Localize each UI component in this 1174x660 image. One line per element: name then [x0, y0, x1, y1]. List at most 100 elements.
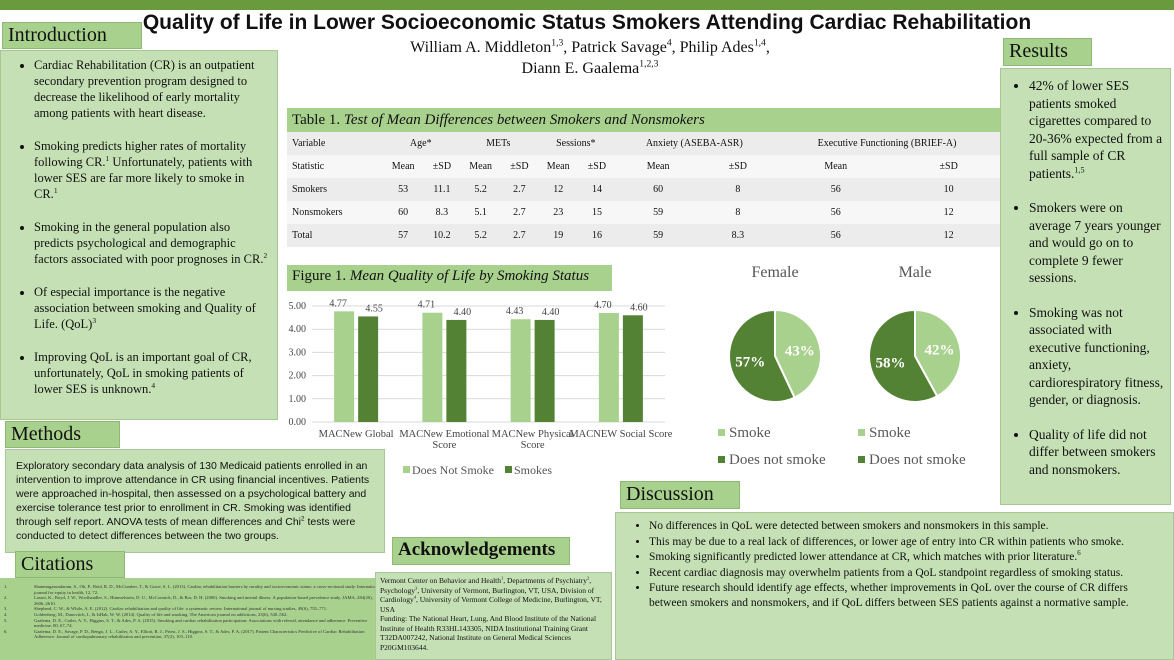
bar — [446, 319, 467, 422]
superscript: 4 — [413, 594, 416, 600]
citation-text: Goldenberg, M., Danovitch, I., & IsHak, … — [34, 611, 288, 617]
header-cell: Anxiety (ASEBA-ASR) — [614, 132, 775, 155]
table-cell: 8 — [701, 178, 775, 201]
superscript: 2 — [587, 575, 590, 581]
table-cell: 57 — [382, 224, 425, 247]
text-run: Smokers were on average 7 years younger … — [1029, 200, 1161, 285]
superscript: 2 — [301, 515, 305, 523]
table-row: Nonsmokers 60 8.3 5.1 2.7 23 15 59 8 56 12 — [287, 201, 1000, 224]
table-cell: 15 — [579, 201, 615, 224]
y-tick-label: 1.00 — [289, 394, 307, 405]
bullet: Smokers were on average 7 years younger … — [1029, 199, 1164, 287]
citation-number: 2. — [4, 595, 8, 601]
bullet: 42% of lower SES patients smoked cigaret… — [1029, 77, 1164, 182]
citation-text: Gaalema, D. E., Cutler, A. Y., Higgins, … — [34, 617, 368, 629]
header-cell: ±SD — [424, 155, 460, 178]
value-label: 4.71 — [418, 300, 436, 311]
citation-number: 4. — [4, 611, 8, 617]
table-cell: 56 — [774, 178, 898, 201]
text-run: tests were conducted to detect differenc… — [16, 516, 356, 542]
header-cell: Mean — [614, 155, 702, 178]
table-cell: 16 — [579, 224, 615, 247]
text-run: William A. Middleton — [410, 39, 552, 56]
slice-label: 43% — [785, 343, 815, 359]
citation-text: Shepherd, C. W., & While, A. E. (2012). … — [34, 606, 328, 612]
table-container: Table 1. Test of Mean Differences betwee… — [287, 108, 1000, 247]
bullet: Cardiac Rehabilitation (CR) is an outpat… — [34, 57, 271, 121]
bar — [358, 316, 379, 422]
text-run: 42% of lower SES patients smoked cigaret… — [1029, 78, 1163, 181]
pie-title: Female — [751, 264, 798, 281]
superscript: 1 — [105, 153, 110, 163]
header-cell: Executive Functioning (BRIEF-A) — [774, 132, 1000, 155]
legend-label: Smokes — [514, 463, 552, 477]
header-cell: ±SD — [501, 155, 538, 178]
value-label: 4.40 — [542, 307, 560, 318]
superscript: 1 — [501, 575, 504, 581]
y-tick-label: 3.00 — [289, 347, 307, 358]
x-tick-label: MACNew Physical Score — [491, 429, 574, 451]
text-run: , — [765, 39, 770, 56]
superscript: 1,3 — [551, 37, 564, 49]
citation: 5. Gaalema, D. E., Cutler, A. Y., Higgins… — [4, 618, 381, 629]
results-box: 42% of lower SES patients smoked cigaret… — [1000, 68, 1171, 505]
table-cell: 59 — [614, 224, 702, 247]
introduction-box: Cardiac Rehabilitation (CR) is an outpat… — [0, 50, 278, 420]
table-cell: 5.2 — [459, 178, 502, 201]
y-tick-label: 2.00 — [289, 371, 307, 382]
bar — [510, 319, 531, 422]
table-cell: 5.2 — [459, 224, 502, 247]
legend-swatch — [858, 429, 865, 436]
header-cell: Statistic — [287, 155, 382, 178]
legend-swatch — [718, 456, 725, 463]
bar — [422, 312, 443, 422]
pie-slice — [774, 308, 822, 399]
table-cell: 10 — [897, 178, 1000, 201]
bar — [334, 311, 355, 422]
superscript: 1 — [53, 185, 58, 195]
table-cell: 14 — [579, 178, 615, 201]
x-tick-label: MACNEW Social Score — [569, 429, 673, 440]
citations-box: 1. Shanmugasundaram, S., Oh, P., Reid, R.… — [0, 578, 385, 660]
data-table: Table 1. Test of Mean Differences betwee… — [287, 108, 1000, 247]
text-run: Recent cardiac diagnosis may overwhelm p… — [649, 566, 1124, 579]
affiliations: Vermont Center on Behavior and Health1, … — [380, 576, 607, 614]
text-run: , Philip Ades — [671, 39, 754, 56]
bullet: This may be due to a real lack of differ… — [649, 535, 1165, 550]
bullet: Recent cardiac diagnosis may overwhelm p… — [649, 566, 1165, 581]
pie-title: Male — [899, 264, 932, 281]
table-cell: Nonsmokers — [287, 201, 382, 224]
text-run: Future research should identify age effe… — [649, 582, 1129, 609]
bullet-list: No differences in QoL were detected betw… — [616, 519, 1165, 610]
text-run: Quality of life did not differ between s… — [1029, 426, 1156, 477]
poster-title: Quality of Life in Lower Socioeconomic S… — [142, 11, 1032, 34]
bar — [598, 312, 619, 422]
x-tick-label: MACNew Emotional Score — [399, 429, 490, 451]
legend-swatch — [403, 466, 410, 473]
bullet: Smoking was not associated with executiv… — [1029, 304, 1164, 409]
table-cell: 59 — [614, 201, 702, 224]
text-run: , University of Vermont, Burlington, VT,… — [380, 585, 595, 605]
section-heading: Discussion — [620, 481, 740, 509]
legend-swatch — [858, 456, 865, 463]
bullet: Quality of life did not differ between s… — [1029, 426, 1164, 479]
table-cell: 8 — [701, 201, 775, 224]
bullet: Smoking in the general population also p… — [34, 219, 271, 267]
table-cell: 10.2 — [424, 224, 460, 247]
table-cell: 60 — [382, 201, 425, 224]
figure-title: Mean Quality of Life by Smoking Status — [349, 268, 590, 284]
header-cell: ±SD — [701, 155, 775, 178]
table-title: Test of Mean Differences between Smokers… — [343, 111, 705, 128]
bar — [622, 315, 643, 422]
text-run: This may be due to a real lack of differ… — [649, 535, 1124, 548]
table-cell: 2.7 — [501, 178, 538, 201]
table-caption-row: Table 1. Test of Mean Differences betwee… — [287, 108, 1000, 132]
value-label: 4.43 — [506, 306, 524, 317]
legend-swatch — [718, 429, 725, 436]
superscript: 6 — [1077, 550, 1081, 558]
citation-number: 6. — [4, 628, 8, 634]
table-cell: 2.7 — [501, 201, 538, 224]
text-run: Unfortunately, patients with lower SES a… — [34, 155, 253, 201]
citation-text: Gaalema, D. E., Savage, P. D., Rengo, J.… — [34, 628, 365, 640]
citation-number: 3. — [4, 606, 8, 612]
